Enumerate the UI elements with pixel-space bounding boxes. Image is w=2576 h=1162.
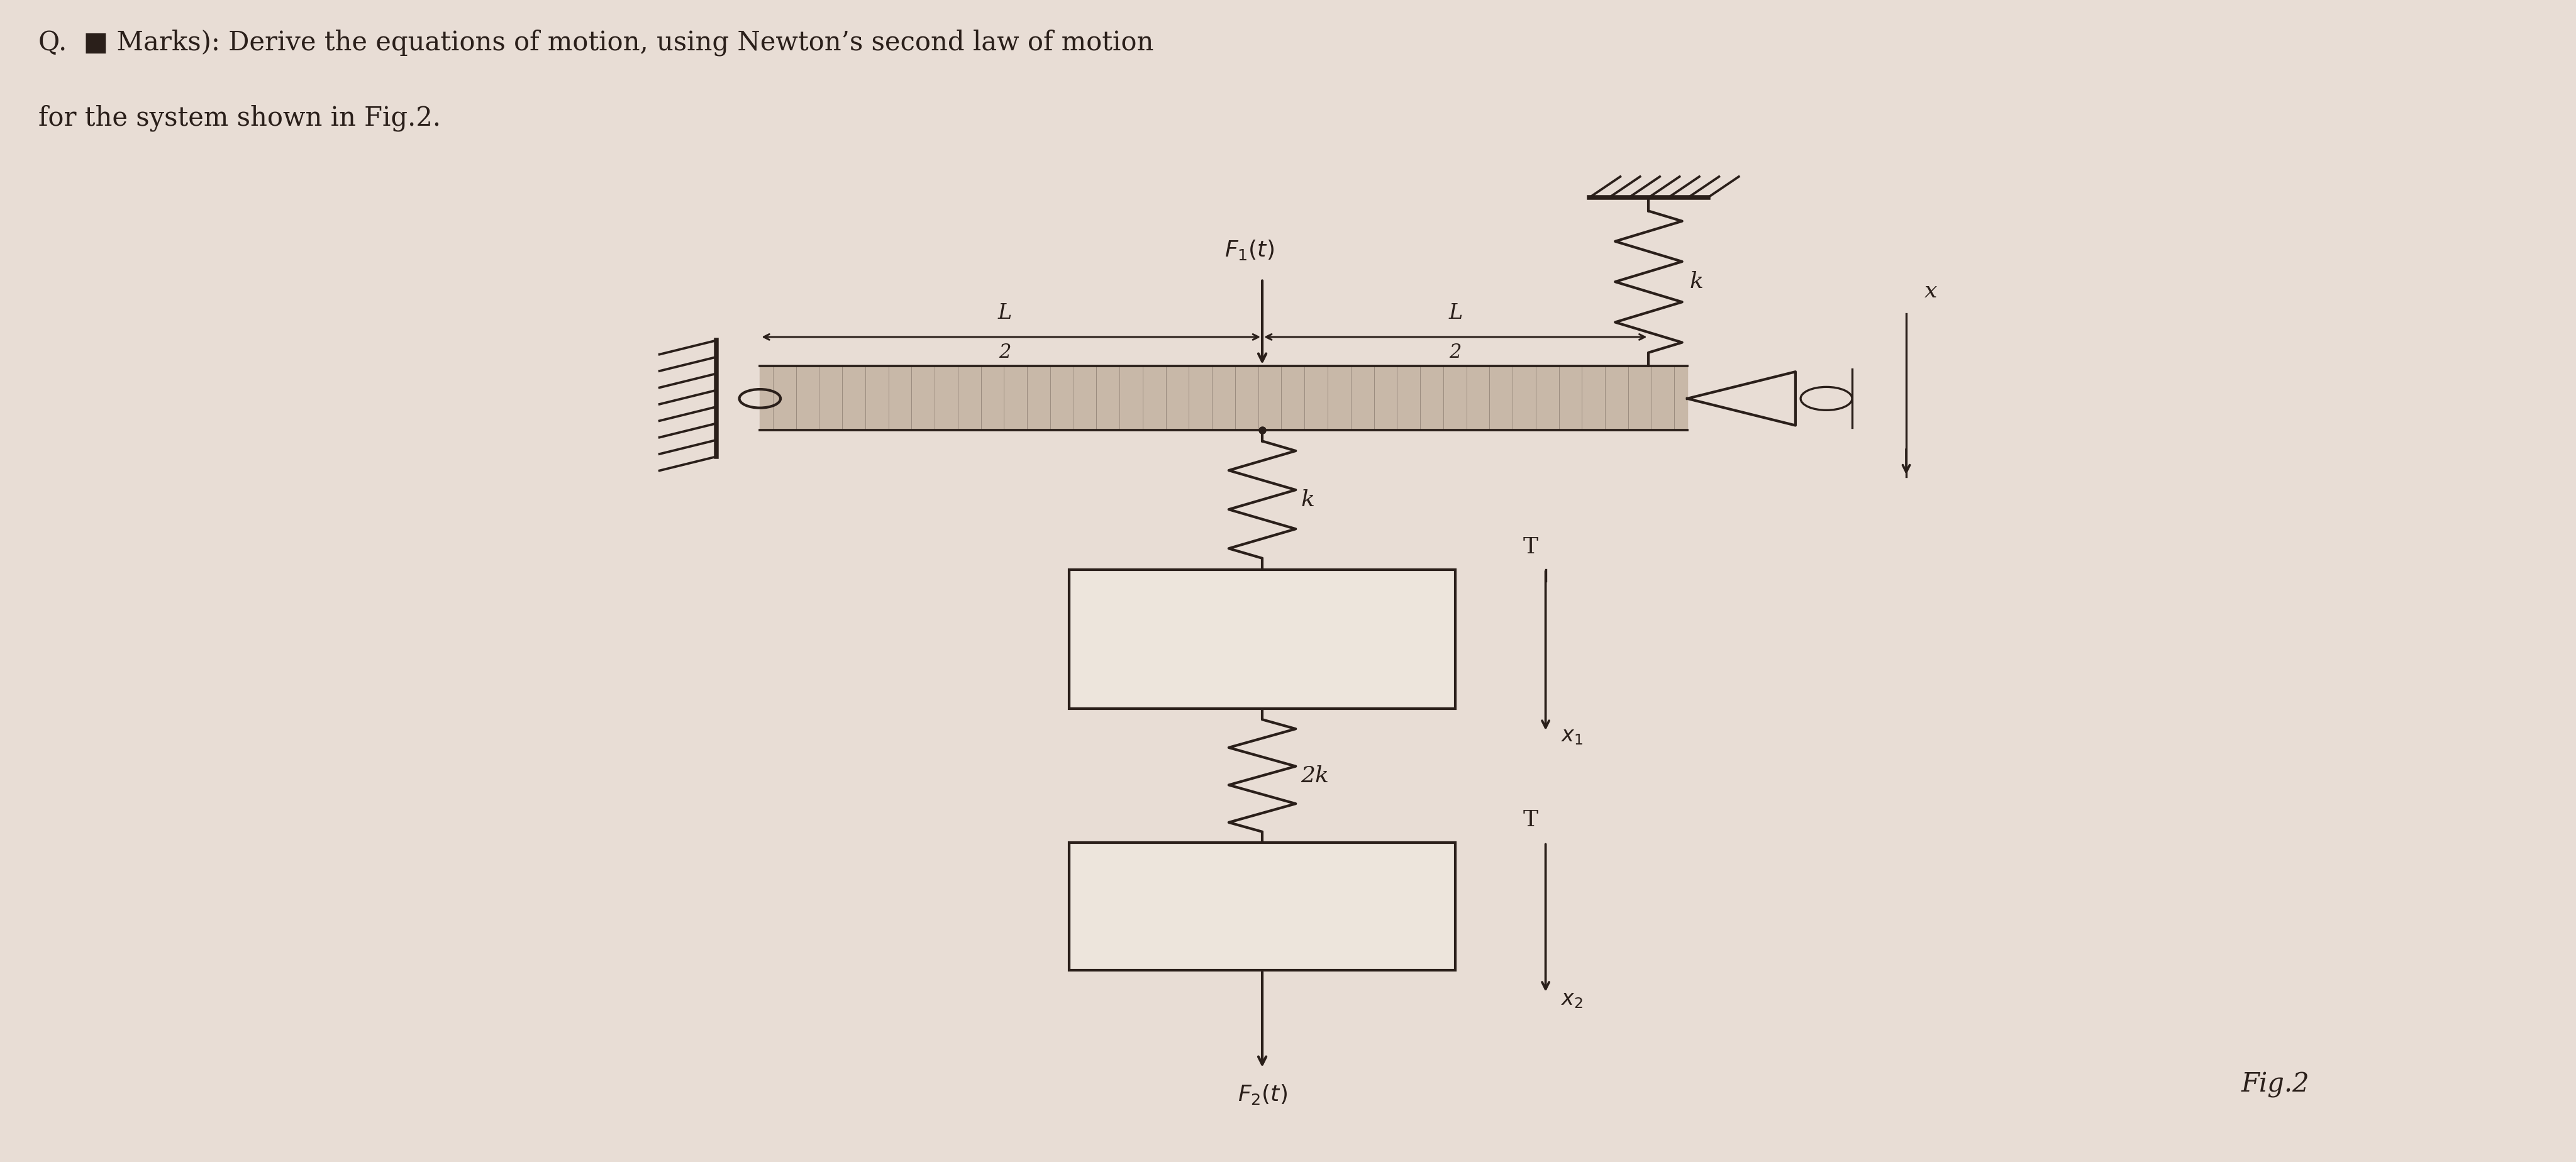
Text: 2: 2 [1450,343,1461,363]
Text: T: T [1522,810,1538,831]
Text: $x_2$: $x_2$ [1561,990,1584,1010]
Text: 2: 2 [999,343,1010,363]
Text: L: L [1448,303,1463,323]
Text: 2k: 2k [1301,765,1329,787]
Text: k: k [1690,271,1703,293]
Text: Fig.2: Fig.2 [2241,1071,2311,1098]
Text: m: m [1252,896,1273,917]
Text: $F_2(t)$: $F_2(t)$ [1236,1083,1288,1106]
Text: L: L [997,303,1012,323]
Text: x: x [1924,281,1937,302]
Text: Q.  ■ Marks): Derive the equations of motion, using Newton’s second law of motio: Q. ■ Marks): Derive the equations of mot… [39,29,1154,56]
Text: $x_1$: $x_1$ [1561,726,1584,746]
Text: T: T [1522,537,1538,558]
Bar [1069,569,1455,709]
Bar [1069,842,1455,970]
Text: for the system shown in Fig.2.: for the system shown in Fig.2. [39,105,440,131]
Text: 2m: 2m [1244,629,1280,650]
Text: $F_1(t)$: $F_1(t)$ [1224,238,1275,261]
Text: k: k [1301,489,1314,510]
